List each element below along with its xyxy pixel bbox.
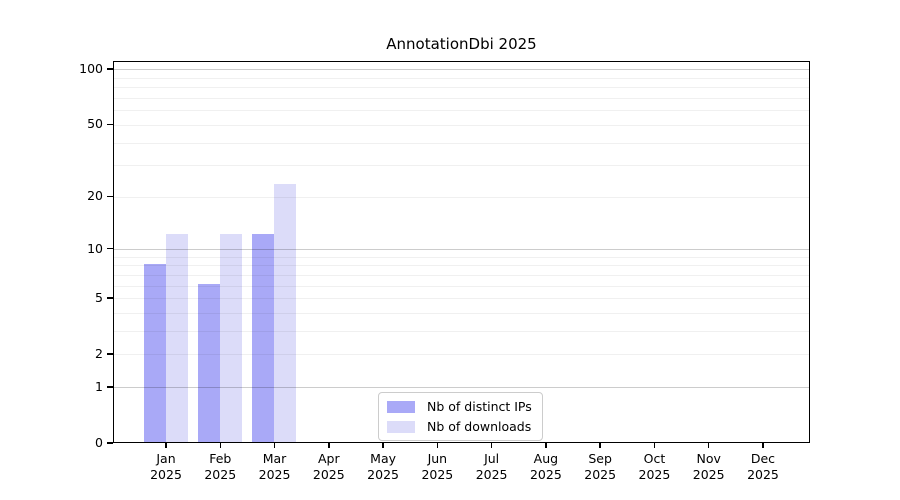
- legend-label: Nb of downloads: [427, 419, 532, 434]
- gridline-y-3: [114, 331, 809, 333]
- x-tick-mark-jun: [436, 443, 439, 448]
- gridline-y-30: [114, 165, 809, 167]
- y-tick-mark-5: [107, 297, 113, 299]
- bar-distinct-ips-mar: [252, 234, 275, 442]
- gridline-y-80: [114, 87, 809, 89]
- y-tick-label-5: 5: [95, 289, 103, 305]
- gridline-y-9: [114, 256, 809, 258]
- gridline-y-2: [114, 354, 809, 356]
- legend-swatch-downloads: [387, 420, 415, 433]
- legend-swatch-distinct-ips: [387, 400, 415, 413]
- bar-distinct-ips-feb: [197, 284, 220, 442]
- bar-downloads-feb: [219, 234, 242, 442]
- y-tick-mark-50: [107, 123, 113, 126]
- y-tick-mark-1: [107, 386, 113, 388]
- plot-area: Nb of distinct IPs Nb of downloads: [113, 61, 810, 443]
- x-tick-mark-jul: [490, 443, 493, 448]
- x-tick-label-nov: Nov 2025: [692, 451, 725, 482]
- gridline-y-90: [114, 77, 809, 79]
- x-tick-label-mar: Mar 2025: [258, 451, 291, 482]
- bar-downloads-jan: [165, 234, 188, 442]
- x-tick-mark-oct: [653, 443, 656, 448]
- y-tick-label-2: 2: [95, 345, 103, 361]
- x-tick-mark-mar: [273, 443, 276, 448]
- x-tick-mark-jan: [165, 443, 167, 448]
- legend-label: Nb of distinct IPs: [427, 399, 532, 414]
- x-tick-label-jun: Jun 2025: [421, 451, 454, 482]
- x-tick-mark-apr: [328, 443, 330, 448]
- x-tick-label-apr: Apr 2025: [312, 451, 345, 482]
- gridline-y-7: [114, 274, 809, 276]
- y-tick-label-1: 1: [95, 378, 103, 394]
- legend: Nb of distinct IPs Nb of downloads: [378, 392, 543, 441]
- gridline-y-6: [114, 285, 809, 287]
- y-tick-mark-0: [107, 442, 113, 444]
- x-tick-mark-nov: [707, 443, 710, 448]
- y-tick-mark-100: [107, 68, 113, 70]
- y-tick-label-10: 10: [87, 240, 103, 256]
- gridline-y-20: [114, 196, 809, 198]
- bar-downloads-mar: [274, 184, 297, 442]
- x-tick-label-dec: Dec 2025: [747, 451, 779, 482]
- x-tick-label-sep: Sep 2025: [584, 451, 617, 482]
- y-tick-label-50: 50: [87, 116, 103, 132]
- gridline-y-100: [114, 69, 809, 71]
- gridline-y-60: [114, 110, 809, 112]
- gridline-y-5: [114, 298, 809, 300]
- legend-item-distinct-ips: Nb of distinct IPs: [387, 399, 532, 414]
- gridline-y-50: [114, 124, 809, 126]
- x-tick-mark-sep: [599, 443, 601, 448]
- x-tick-mark-may: [382, 443, 384, 448]
- y-tick-label-100: 100: [79, 60, 103, 76]
- y-tick-mark-20: [107, 195, 113, 198]
- x-tick-label-may: May 2025: [367, 451, 399, 482]
- gridline-y-4: [114, 313, 809, 315]
- x-tick-mark-aug: [545, 443, 547, 448]
- x-tick-mark-dec: [762, 443, 764, 448]
- legend-item-downloads: Nb of downloads: [387, 419, 532, 434]
- x-tick-label-jul: Jul 2025: [475, 451, 508, 482]
- gridline-y-8: [114, 265, 809, 267]
- x-tick-mark-feb: [219, 443, 222, 448]
- gridline-y-10: [114, 249, 809, 251]
- y-tick-mark-10: [107, 247, 113, 250]
- chart-title: AnnotationDbi 2025: [386, 35, 537, 53]
- x-tick-label-aug: Aug 2025: [529, 451, 562, 482]
- gridline-y-70: [114, 98, 809, 100]
- gridline-y-40: [114, 142, 809, 144]
- x-tick-label-jan: Jan 2025: [150, 451, 182, 482]
- gridline-y-1: [114, 387, 809, 389]
- x-tick-label-feb: Feb 2025: [204, 451, 237, 482]
- x-tick-label-oct: Oct 2025: [638, 451, 671, 482]
- bar-distinct-ips-jan: [143, 263, 166, 442]
- y-tick-mark-2: [107, 353, 113, 355]
- y-tick-label-20: 20: [87, 188, 103, 204]
- y-tick-label-0: 0: [95, 435, 103, 450]
